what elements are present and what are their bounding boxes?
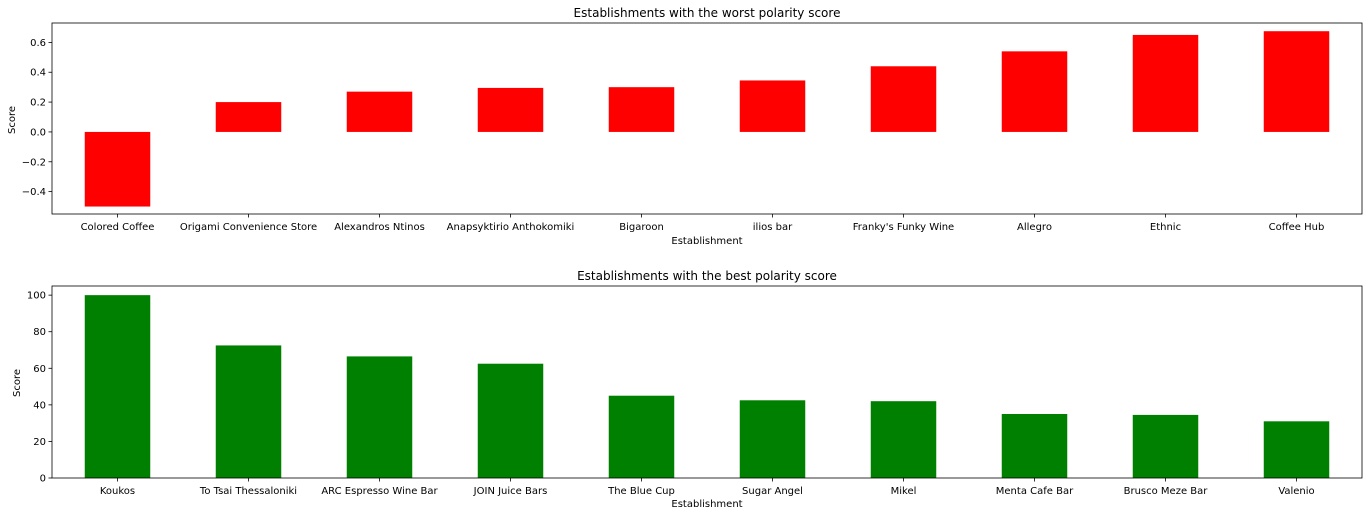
x-tick-label: Anapsyktirio Anthokomiki — [447, 222, 575, 233]
bar-8 — [1132, 414, 1199, 478]
bars — [84, 31, 1330, 207]
bar-6 — [870, 401, 937, 478]
y-tick-label: −0.4 — [22, 187, 46, 198]
bar-9 — [1263, 421, 1330, 478]
bar-0 — [84, 295, 151, 478]
plot-frame — [51, 22, 1363, 215]
bar-2 — [346, 91, 413, 132]
y-tick-label: 0.2 — [30, 98, 46, 109]
x-axis-label: Establishment — [671, 499, 742, 510]
x-tick-label: JOIN Juice Bars — [473, 486, 548, 497]
bar-2 — [346, 356, 413, 478]
worst-polarity-chart: Establishments with the worst polarity s… — [7, 6, 1363, 247]
plot-frame — [51, 285, 1363, 479]
y-tick-label: 0.0 — [30, 127, 46, 138]
best-polarity-chart: Establishments with the best polarity sc… — [12, 269, 1363, 510]
bar-5 — [739, 400, 806, 478]
y-tick-label: 0 — [40, 474, 46, 485]
x-tick-label: Coffee Hub — [1269, 222, 1325, 233]
chart-title: Establishments with the worst polarity s… — [574, 6, 841, 20]
bar-7 — [1001, 51, 1068, 132]
bar-1 — [215, 102, 282, 132]
y-axis-ticks: 0 20 40 60 80 100 — [27, 291, 52, 485]
x-tick-label: Mikel — [891, 486, 917, 497]
y-tick-label: −0.2 — [22, 157, 46, 168]
bar-6 — [870, 66, 937, 132]
bar-4 — [608, 395, 675, 478]
y-tick-label: 0.4 — [30, 68, 46, 79]
bar-1 — [215, 345, 282, 478]
y-tick-label: 60 — [33, 364, 46, 375]
x-tick-label: To Tsai Thessaloniki — [199, 486, 297, 497]
y-axis-label: Score — [7, 106, 18, 134]
x-tick-label: Allegro — [1017, 222, 1052, 233]
bar-7 — [1001, 414, 1068, 478]
bars — [84, 295, 1330, 478]
x-tick-label: Alexandros Ntinos — [334, 222, 425, 233]
x-tick-label: Valenio — [1278, 486, 1314, 497]
x-axis-ticks: Colored Coffee Origami Convenience Store A… — [81, 214, 1325, 233]
bar-3 — [477, 363, 544, 478]
bar-4 — [608, 87, 675, 132]
y-tick-label: 100 — [27, 291, 46, 302]
x-tick-label: Brusco Meze Bar — [1124, 486, 1209, 497]
x-tick-label: Bigaroon — [619, 222, 664, 233]
x-tick-label: Koukos — [100, 486, 135, 497]
x-tick-label: Colored Coffee — [81, 222, 155, 233]
y-axis-ticks: −0.4 −0.2 0.0 0.2 0.4 0.6 — [22, 38, 52, 198]
bar-9 — [1263, 31, 1330, 132]
y-tick-label: 40 — [33, 400, 46, 411]
chart-title: Establishments with the best polarity sc… — [577, 269, 837, 283]
x-tick-label: Sugar Angel — [742, 486, 803, 497]
x-tick-label: Menta Cafe Bar — [996, 486, 1074, 497]
bar-5 — [739, 80, 806, 132]
x-tick-label: ARC Espresso Wine Bar — [321, 486, 438, 497]
x-tick-label: Franky's Funky Wine — [853, 222, 954, 233]
x-tick-label: Ethnic — [1150, 222, 1181, 233]
y-tick-label: 80 — [33, 327, 46, 338]
bar-0 — [84, 131, 151, 207]
x-tick-label: Origami Convenience Store — [180, 222, 317, 233]
bar-8 — [1132, 34, 1199, 132]
y-tick-label: 20 — [33, 437, 46, 448]
x-axis-ticks: Koukos To Tsai Thessaloniki ARC Espresso W… — [100, 478, 1315, 497]
x-tick-label: ilios bar — [753, 222, 793, 233]
y-tick-label: 0.6 — [30, 38, 46, 49]
x-axis-label: Establishment — [671, 236, 742, 247]
x-tick-label: The Blue Cup — [607, 486, 675, 497]
bar-3 — [477, 87, 544, 132]
y-axis-label: Score — [12, 369, 23, 397]
